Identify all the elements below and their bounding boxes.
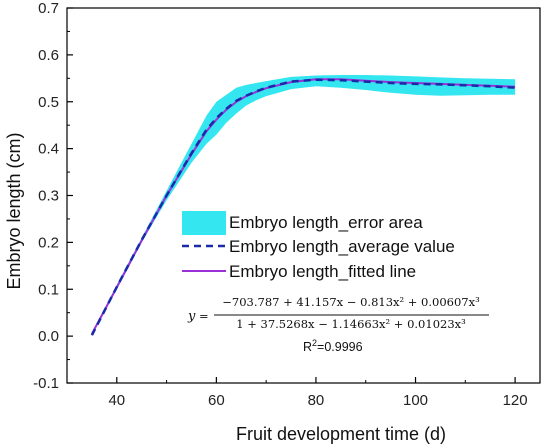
legend-swatch-error-area	[182, 211, 226, 235]
error-area-band	[91, 75, 516, 336]
fitted-equation: y = −703.787 + 41.157x − 0.813x² + 0.006…	[187, 295, 489, 354]
legend-label-error-area: Embryo length_error area	[229, 213, 423, 232]
r-squared: R2=0.9996	[303, 338, 363, 354]
legend: Embryo length_error area Embryo length_a…	[182, 211, 455, 281]
y-tick-label: 0.5	[38, 94, 59, 111]
r-squared-value: =0.9996	[317, 340, 363, 354]
tick-labels: 40 60 80 100 120 -0.1 0.0 0.1 0.2 0.3 0.4 0.5 0.6 0.7	[33, 0, 527, 409]
y-tick-label: 0.0	[38, 328, 59, 345]
x-tick-label: 60	[208, 392, 225, 409]
y-tick-label: 0.4	[38, 141, 59, 158]
x-tick-label: 120	[503, 392, 528, 409]
equation-y: y	[187, 309, 196, 324]
r-squared-base: R	[303, 340, 312, 354]
x-tick-label: 80	[308, 392, 325, 409]
y-tick-label: -0.1	[33, 375, 59, 392]
y-tick-label: 0.2	[38, 234, 59, 251]
equation-equals: =	[199, 309, 209, 323]
equation-numerator: −703.787 + 41.157x − 0.813x² + 0.00607x³	[222, 295, 480, 309]
error-band-layer	[91, 75, 516, 336]
x-tick-label: 40	[108, 392, 125, 409]
x-axis-label: Fruit development time (d)	[236, 424, 446, 444]
y-tick-label: 0.1	[38, 281, 59, 298]
average-value-line	[90, 78, 516, 336]
y-tick-label: 0.6	[38, 47, 59, 64]
x-tick-label: 100	[403, 392, 428, 409]
series-lines-layer	[90, 78, 516, 336]
r-squared-sup: 2	[312, 338, 317, 348]
y-tick-label: 0.3	[38, 188, 59, 205]
equation-denominator: 1 + 37.5268x − 1.14663x² + 0.01023x³	[236, 317, 466, 331]
legend-label-fitted-line: Embryo length_fitted line	[229, 262, 416, 281]
y-axis-label: Embryo length (cm)	[4, 132, 24, 289]
y-tick-label: 0.7	[38, 0, 59, 17]
legend-label-average-value: Embryo length_average value	[229, 237, 455, 256]
tick-marks	[66, 7, 516, 384]
